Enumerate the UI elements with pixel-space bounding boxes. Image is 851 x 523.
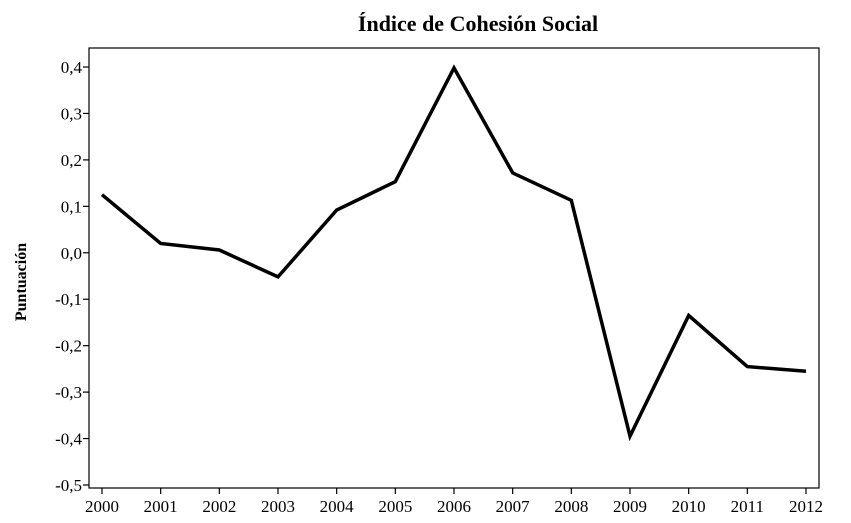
y-tick-label: 0,0 (61, 244, 82, 263)
x-tick-label: 2008 (554, 497, 588, 516)
x-tick-label: 2005 (378, 497, 412, 516)
x-tick-label: 2001 (144, 497, 178, 516)
x-tick-label: 2003 (261, 497, 295, 516)
chart-title: Índice de Cohesión Social (358, 11, 598, 36)
x-tick-label: 2011 (731, 497, 764, 516)
y-tick-label: -0,3 (55, 383, 82, 402)
x-tick-label: 2007 (496, 497, 531, 516)
x-axis: 2000 2001 2002 2003 2004 2005 2006 2007 2008 2009… (85, 488, 823, 516)
x-tick-label: 2006 (437, 497, 471, 516)
x-tick-label: 2010 (672, 497, 706, 516)
x-tick-label: 2002 (202, 497, 236, 516)
x-tick-label: 2004 (320, 497, 355, 516)
y-tick-label: 0,1 (61, 197, 82, 216)
x-tick-label: 2009 (613, 497, 647, 516)
y-tick-label: -0,4 (55, 430, 82, 449)
x-tick-label: 2012 (789, 497, 823, 516)
series-group (100, 64, 807, 442)
y-tick-label: 0,3 (61, 104, 82, 123)
y-tick-label: 0,2 (61, 151, 82, 170)
series-line (100, 64, 807, 442)
plot-frame (88, 47, 820, 489)
y-axis: -0,5 -0,4 -0,3 -0,2 -0,1 0,0 0,1 0,2 0,3 0,4 (55, 58, 89, 495)
x-tick-label: 2000 (85, 497, 119, 516)
y-axis-label: Puntuación (13, 243, 30, 321)
y-tick-label: -0,2 (55, 337, 82, 356)
y-tick-label: -0,5 (55, 476, 82, 495)
y-tick-label: -0,1 (55, 290, 82, 309)
y-tick-label: 0,4 (61, 58, 83, 77)
